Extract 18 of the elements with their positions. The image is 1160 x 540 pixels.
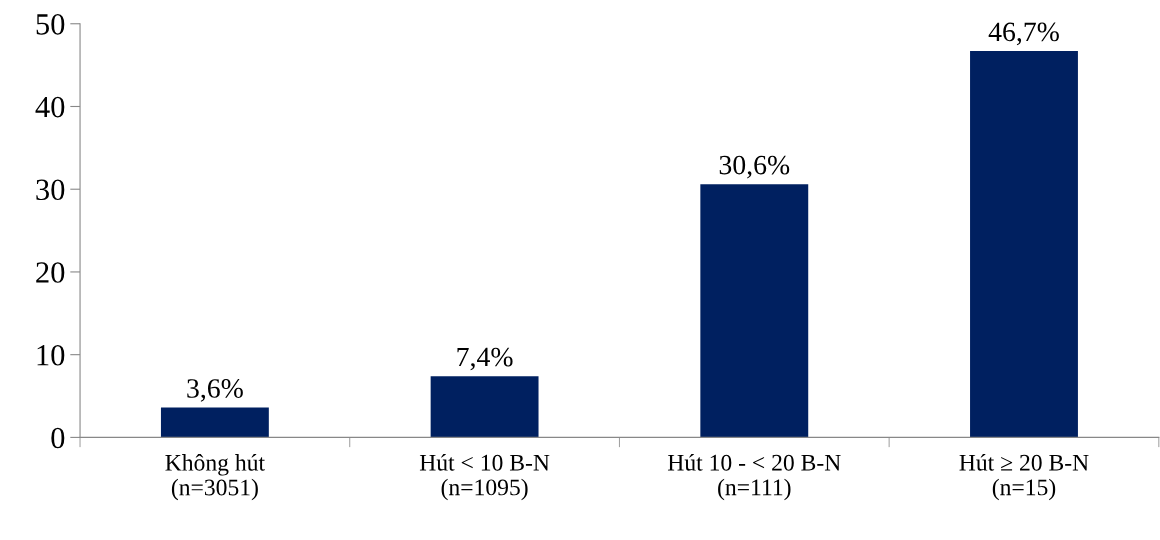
x-tick-label: Hút < 10 B-N (n=1095) xyxy=(419,454,550,501)
bar xyxy=(970,51,1078,438)
y-tick-label: 30 xyxy=(36,179,65,201)
bar xyxy=(430,376,539,438)
x-tick-label: Hút ≥ 20 B-N (n=15) xyxy=(959,454,1089,501)
x-tick-label: Hút 10 - < 20 B-N (n=111) xyxy=(667,454,841,501)
data-label: 46,7% xyxy=(988,22,1059,46)
y-tick-label: 10 xyxy=(37,344,65,366)
bar xyxy=(700,184,809,438)
data-label: 7,4% xyxy=(457,347,513,371)
y-tick-label: 0 xyxy=(51,427,65,449)
x-tick-label: Không hút (n=3051) xyxy=(165,454,265,501)
data-label: 30,6% xyxy=(719,155,790,179)
y-tick-label: 40 xyxy=(35,96,65,118)
bar xyxy=(160,407,269,438)
y-tick-label: 20 xyxy=(36,262,65,283)
y-tick-label: 50 xyxy=(36,14,65,35)
data-label: 3,6% xyxy=(187,379,243,402)
